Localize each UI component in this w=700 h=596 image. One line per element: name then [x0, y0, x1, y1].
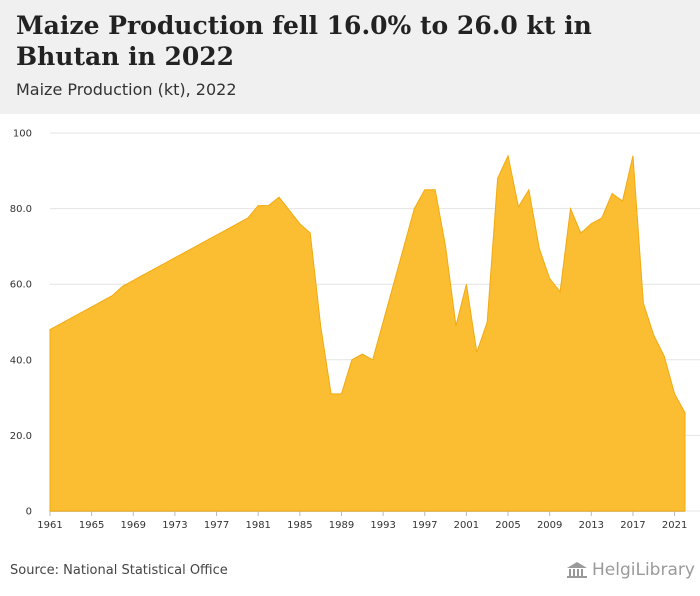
y-tick-label: 100 — [13, 129, 32, 140]
x-tick-label: 1997 — [412, 520, 437, 531]
x-tick-label: 1993 — [370, 520, 395, 531]
y-tick-label: 80.0 — [10, 204, 32, 215]
x-tick-label: 1989 — [329, 520, 354, 531]
x-tick-label: 1981 — [245, 520, 270, 531]
x-tick-label: 2013 — [579, 520, 604, 531]
area-chart: 0 20.0 40.0 60.0 80.0 100 1961 1965 1969 1973 197… — [10, 129, 700, 531]
x-axis: 1961 1965 1969 1973 1977 1981 1985 1989 1993 1997… — [37, 511, 687, 531]
brand-logo[interactable]: HelgiLibrary — [566, 560, 695, 580]
x-tick-label: 1965 — [79, 520, 104, 531]
x-tick-label: 1973 — [162, 520, 187, 531]
x-tick-label: 1977 — [204, 520, 229, 531]
y-tick-label: 0 — [26, 507, 32, 518]
x-tick-label: 2021 — [662, 520, 687, 531]
brand-name: HelgiLibrary — [592, 560, 695, 580]
y-axis: 0 20.0 40.0 60.0 80.0 100 — [10, 129, 32, 518]
header: Maize Production fell 16.0% to 26.0 kt i… — [0, 0, 700, 114]
x-tick-label: 2017 — [620, 520, 645, 531]
x-tick-label: 2005 — [495, 520, 520, 531]
x-tick-label: 1969 — [121, 520, 146, 531]
y-tick-label: 20.0 — [10, 431, 32, 442]
chart-title: Maize Production fell 16.0% to 26.0 kt i… — [16, 11, 592, 71]
x-tick-label: 2009 — [537, 520, 562, 531]
series-area — [49, 154, 686, 512]
x-tick-label: 1961 — [37, 520, 62, 531]
chart-subtitle: Maize Production (kt), 2022 — [16, 80, 237, 99]
y-tick-label: 60.0 — [10, 280, 32, 291]
source-note: Source: National Statistical Office — [10, 563, 228, 578]
x-tick-label: 1985 — [287, 520, 312, 531]
library-building-icon — [567, 562, 587, 578]
y-tick-label: 40.0 — [10, 355, 32, 366]
x-tick-label: 2001 — [454, 520, 479, 531]
